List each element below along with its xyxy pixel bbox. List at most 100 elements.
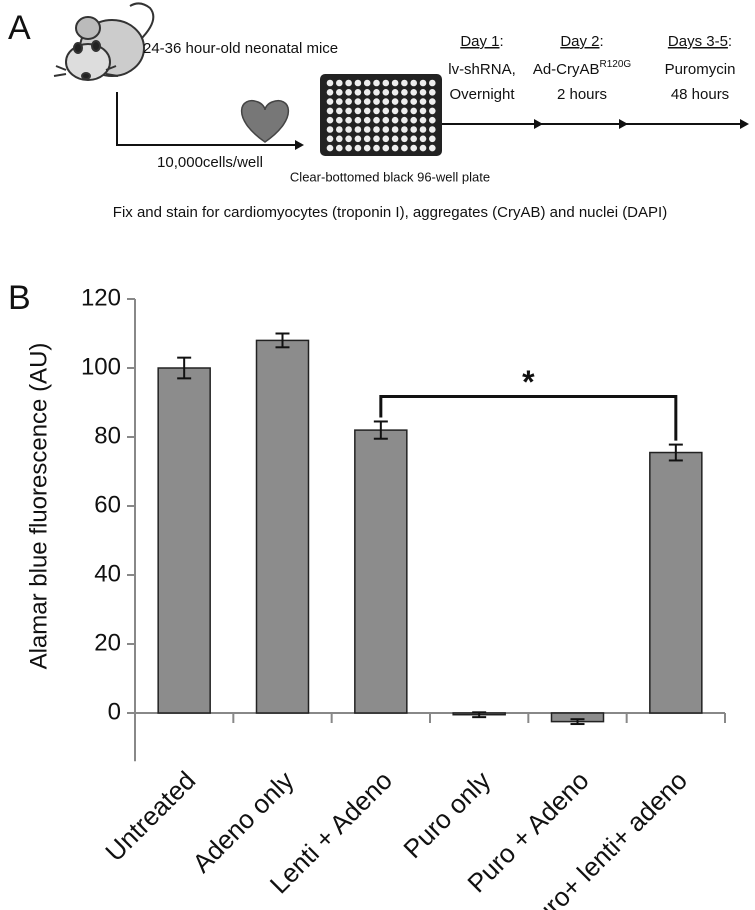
step-line: Puromycin (665, 61, 736, 78)
treatment: Ad-CryAB (533, 61, 600, 78)
well (410, 144, 418, 152)
well (336, 98, 343, 105)
well (410, 135, 418, 143)
well (401, 79, 408, 87)
well (326, 107, 334, 115)
step-line: Ad-CryABR120G (533, 59, 632, 78)
well (373, 144, 380, 152)
well (382, 79, 390, 87)
well (419, 98, 427, 105)
well (354, 89, 362, 96)
well (401, 135, 408, 143)
well (419, 89, 427, 96)
well (429, 89, 436, 96)
y-tick-label: 80 (94, 422, 121, 449)
well (429, 126, 436, 133)
well (363, 98, 371, 105)
well (401, 116, 408, 124)
well (363, 126, 371, 133)
y-tick-label: 20 (94, 629, 121, 656)
well (419, 144, 427, 152)
well (382, 126, 390, 133)
day: Day 2 (560, 33, 599, 50)
well (373, 126, 380, 133)
well (354, 107, 362, 115)
well (391, 126, 399, 133)
well (336, 79, 343, 87)
well (391, 107, 399, 115)
well (345, 116, 352, 124)
well (326, 135, 334, 143)
x-tick-label: Puro only (397, 765, 496, 864)
bar (157, 367, 211, 714)
well (382, 98, 390, 105)
well (363, 107, 371, 115)
well (326, 116, 334, 124)
well (391, 116, 399, 124)
well (429, 116, 436, 124)
significance-bracket (379, 394, 678, 441)
colon: : (500, 33, 504, 50)
error-bar (570, 718, 585, 726)
well (382, 135, 390, 143)
y-axis-label: Alamar blue fluorescence (AU) (25, 343, 52, 670)
well (391, 144, 399, 152)
well (373, 89, 380, 96)
bar (255, 339, 310, 714)
well (354, 116, 362, 124)
well (410, 107, 418, 115)
well (345, 98, 352, 105)
well (419, 79, 427, 87)
well (401, 126, 408, 133)
y-tick-label: 40 (94, 560, 121, 587)
well (336, 89, 343, 96)
panel-label: A (8, 9, 31, 47)
heart-icon (240, 100, 290, 143)
well (429, 144, 436, 152)
error-bar (373, 420, 388, 440)
mouse-icon (53, 2, 155, 81)
mice-label: 24-36 hour-old neonatal mice (143, 40, 338, 57)
bar (354, 429, 408, 714)
well (429, 135, 436, 143)
step-line: lv-shRNA, (448, 61, 516, 78)
superscript: R120G (600, 59, 632, 70)
well (382, 116, 390, 124)
day: Days 3-5 (668, 33, 728, 50)
error-bar (177, 356, 192, 380)
well (401, 98, 408, 105)
well (401, 89, 408, 96)
y-tick-label: 60 (94, 491, 121, 518)
step-day: Day 1: (460, 33, 503, 50)
day: Day 1 (460, 33, 499, 50)
y-tick-label: 100 (81, 353, 121, 380)
well (345, 126, 352, 133)
significance-marker: * (522, 364, 535, 400)
well (391, 89, 399, 96)
panel-b: B Alamar blue fluorescence (AU) 0 20 40 60 8… (8, 279, 726, 910)
well (429, 98, 436, 105)
timeline-arrows (534, 119, 749, 129)
well (410, 116, 418, 124)
flow-line (116, 92, 295, 146)
well (410, 79, 418, 87)
footer: Fix and stain for cardiomyocytes (tropon… (113, 204, 667, 221)
well (326, 98, 334, 105)
well (336, 126, 343, 133)
well (419, 116, 427, 124)
well (354, 79, 362, 87)
well (401, 144, 408, 152)
well (373, 107, 380, 115)
well (391, 79, 399, 87)
well (419, 107, 427, 115)
well (410, 126, 418, 133)
colon: : (600, 33, 604, 50)
x-tick-label: Untreated (99, 765, 201, 867)
well (429, 79, 436, 87)
well (336, 116, 343, 124)
error-bar (668, 443, 683, 462)
well (345, 79, 352, 87)
well (326, 144, 334, 152)
